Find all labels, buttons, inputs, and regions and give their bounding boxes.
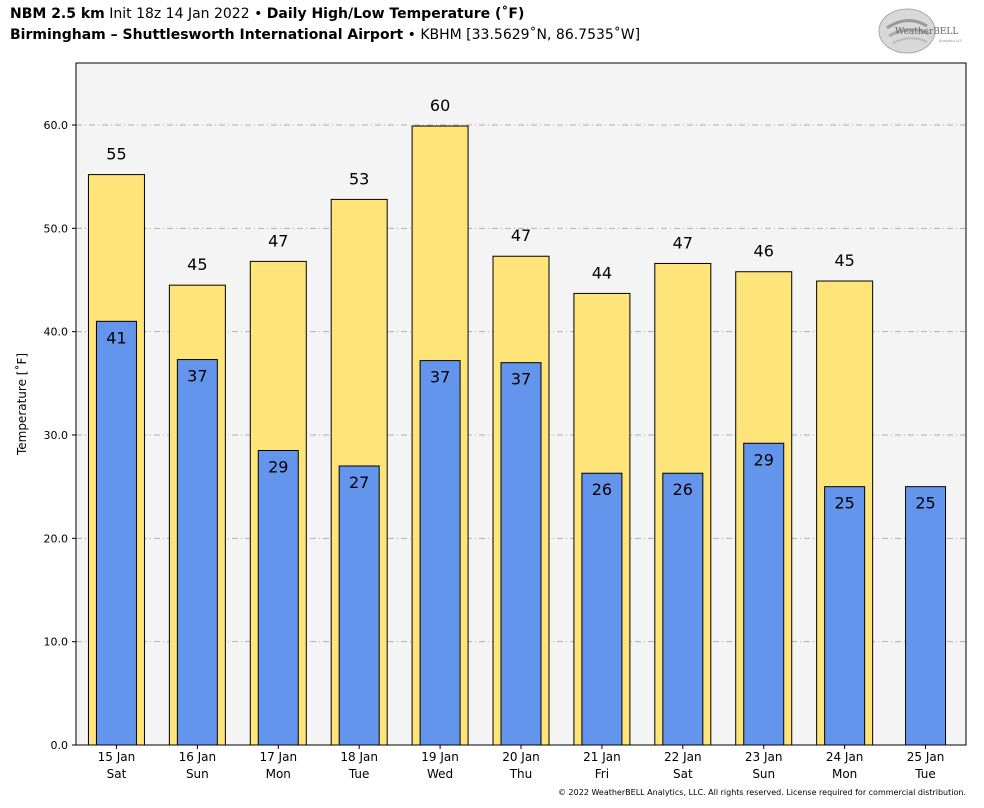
model-name: NBM 2.5 km — [10, 6, 105, 22]
high-temp-label: 47 — [673, 233, 693, 252]
low-temp-label: 29 — [754, 450, 774, 469]
y-tick-label: 50.0 — [44, 222, 69, 235]
x-tick-label-date: 25 Jan — [907, 750, 945, 764]
high-temp-label: 46 — [754, 242, 774, 261]
chart-title-line-2: Birmingham – Shuttlesworth International… — [10, 27, 640, 43]
high-temp-label: 45 — [187, 255, 207, 274]
logo-text: WeatherBELL — [895, 27, 958, 37]
low-temp-label: 25 — [915, 494, 935, 513]
x-tick-label-day: Wed — [427, 767, 453, 781]
x-tick-label-date: 23 Jan — [745, 750, 783, 764]
y-tick-label: 0.0 — [51, 739, 69, 752]
copyright-notice: © 2022 WeatherBELL Analytics, LLC. All r… — [558, 788, 966, 797]
x-tick-label-date: 15 Jan — [98, 750, 136, 764]
x-tick-label-day: Sun — [752, 767, 775, 781]
high-temp-label: 47 — [511, 226, 531, 245]
y-axis: 0.0 10.0 20.0 30.0 40.0 50.0 60.0 — [44, 119, 76, 752]
y-tick-label: 40.0 — [44, 326, 69, 339]
chart-title-line-1: NBM 2.5 km Init 18z 14 Jan 2022 • Daily … — [10, 6, 524, 22]
low-temp-label: 37 — [430, 368, 450, 387]
low-temp-bar — [824, 486, 866, 746]
x-tick-label-day: Fri — [595, 767, 609, 781]
separator: • — [407, 27, 416, 43]
weatherbell-logo: WeatherBELL Analytics LLC — [878, 8, 963, 54]
high-temp-label: 55 — [106, 145, 126, 164]
low-temp-bar — [419, 360, 461, 746]
low-temp-label: 37 — [187, 367, 207, 386]
low-temp-bar — [581, 472, 623, 746]
low-temp-label: 41 — [106, 328, 126, 347]
low-temp-bar — [662, 472, 704, 746]
y-tick-label: 60.0 — [44, 119, 69, 132]
high-temp-label: 47 — [268, 231, 288, 250]
low-temp-bar — [905, 486, 947, 746]
x-axis: 15 Jan Sat 16 Jan Sun 17 Jan Mon 18 Jan Tue 19 J… — [98, 745, 945, 781]
x-tick-label-day: Sat — [107, 767, 127, 781]
low-temp-label: 29 — [268, 458, 288, 477]
product-name: Daily High/Low Temperature (˚F) — [266, 6, 525, 22]
high-temp-label: 53 — [349, 169, 369, 188]
y-tick-label: 30.0 — [44, 429, 69, 442]
x-tick-label-date: 24 Jan — [826, 750, 864, 764]
x-tick-label-day: Tue — [348, 767, 370, 781]
x-tick-label-day: Sun — [186, 767, 209, 781]
x-tick-label-day: Mon — [266, 767, 291, 781]
low-temp-bar — [257, 450, 299, 746]
x-tick-label-day: Tue — [914, 767, 936, 781]
low-temp-label: 37 — [511, 370, 531, 389]
x-tick-label-day: Sat — [673, 767, 693, 781]
x-tick-label-date: 16 Jan — [179, 750, 217, 764]
low-temp-bar — [176, 359, 218, 746]
low-temp-label: 26 — [592, 480, 612, 499]
y-tick-label: 10.0 — [44, 636, 69, 649]
x-tick-label-day: Thu — [509, 767, 533, 781]
x-tick-label-date: 21 Jan — [583, 750, 621, 764]
x-tick-label-date: 22 Jan — [664, 750, 702, 764]
low-temp-bar — [338, 465, 380, 746]
x-tick-label-day: Mon — [832, 767, 857, 781]
station-info: KBHM [33.5629˚N, 86.7535˚W] — [420, 27, 641, 43]
low-temp-label: 25 — [834, 494, 854, 513]
y-axis-label: Temperature [˚F] — [14, 353, 29, 456]
logo-subtext: Analytics LLC — [939, 39, 963, 43]
station-name: Birmingham – Shuttlesworth International… — [10, 27, 404, 43]
low-temp-bar — [95, 320, 137, 746]
x-tick-label-date: 20 Jan — [502, 750, 540, 764]
x-tick-label-date: 19 Jan — [421, 750, 459, 764]
low-temp-label: 26 — [673, 480, 693, 499]
low-temp-label: 27 — [349, 473, 369, 492]
init-time: Init 18z 14 Jan 2022 — [109, 6, 250, 22]
high-temp-label: 44 — [592, 263, 612, 282]
low-temperature-bars — [95, 320, 947, 746]
low-temp-bar — [500, 362, 542, 746]
separator: • — [254, 6, 263, 22]
x-tick-label-date: 18 Jan — [340, 750, 378, 764]
high-temp-label: 45 — [834, 251, 854, 270]
y-tick-label: 20.0 — [44, 532, 69, 545]
bar-value-labels: 55 45 47 53 60 47 44 47 46 45 41 37 29 27 37 37 26 26 29 25… — [106, 96, 935, 513]
high-temp-label: 60 — [430, 96, 450, 115]
x-tick-label-date: 17 Jan — [259, 750, 297, 764]
low-temp-bar — [743, 442, 785, 746]
